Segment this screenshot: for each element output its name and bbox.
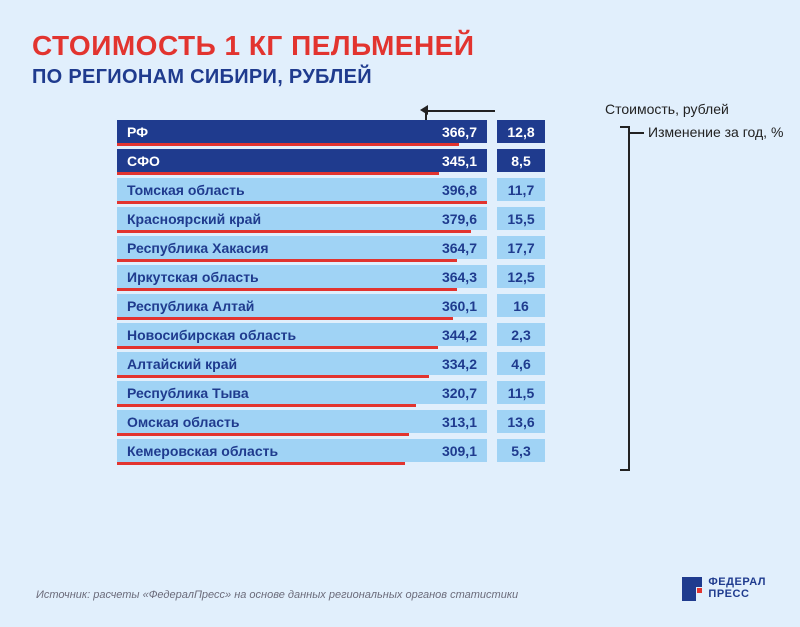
table-row: СФО 345,1 8,5 [117, 149, 612, 172]
logo-line2: ПРЕСС [708, 589, 766, 601]
bar-underline [117, 375, 429, 378]
region-label: Томская область [127, 182, 245, 198]
bar-underline [117, 346, 438, 349]
cost-value: 334,2 [442, 356, 477, 372]
change-cell: 2,3 [497, 323, 545, 346]
cost-cell: Красноярский край 379,6 [117, 207, 487, 230]
region-label: Республика Алтай [127, 298, 254, 314]
cost-cell: Томская область 396,8 [117, 178, 487, 201]
change-cell: 16 [497, 294, 545, 317]
table-row: Новосибирская область 344,2 2,3 [117, 323, 612, 346]
cost-cell: РФ 366,7 [117, 120, 487, 143]
region-label: РФ [127, 124, 148, 140]
bar-underline [117, 404, 416, 407]
table-row: Томская область 396,8 11,7 [117, 178, 612, 201]
table-row: Кемеровская область 309,1 5,3 [117, 439, 612, 462]
page-subtitle: ПО РЕГИОНАМ СИБИРИ, РУБЛЕЙ [32, 66, 768, 89]
region-label: СФО [127, 153, 160, 169]
cost-value: 313,1 [442, 414, 477, 430]
logo-icon [682, 577, 702, 601]
region-label: Омская область [127, 414, 239, 430]
cost-cell: Омская область 313,1 [117, 410, 487, 433]
table-row: Красноярский край 379,6 15,5 [117, 207, 612, 230]
cost-cell: Иркутская область 364,3 [117, 265, 487, 288]
table-row: Республика Алтай 360,1 16 [117, 294, 612, 317]
region-label: Республика Тыва [127, 385, 249, 401]
chart: РФ 366,7 12,8 СФО 345,1 8,5 Томская область 396… [117, 120, 612, 468]
bar-underline [117, 433, 409, 436]
legend-change-label: Изменение за год, % [648, 124, 783, 140]
cost-value: 345,1 [442, 153, 477, 169]
cost-value: 364,7 [442, 240, 477, 256]
cost-value: 366,7 [442, 124, 477, 140]
change-cell: 11,5 [497, 381, 545, 404]
table-row: Омская область 313,1 13,6 [117, 410, 612, 433]
change-cell: 12,8 [497, 120, 545, 143]
table-row: Республика Тыва 320,7 11,5 [117, 381, 612, 404]
legend-cost-label: Стоимость, рублей [605, 101, 729, 117]
bar-underline [117, 259, 457, 262]
cost-cell: Кемеровская область 309,1 [117, 439, 487, 462]
cost-value: 364,3 [442, 269, 477, 285]
region-label: Новосибирская область [127, 327, 296, 343]
change-cell: 15,5 [497, 207, 545, 230]
cost-cell: СФО 345,1 [117, 149, 487, 172]
region-label: Алтайский край [127, 356, 237, 372]
region-label: Красноярский край [127, 211, 261, 227]
bar-underline [117, 201, 487, 204]
table-row: Республика Хакасия 364,7 17,7 [117, 236, 612, 259]
change-cell: 4,6 [497, 352, 545, 375]
change-cell: 17,7 [497, 236, 545, 259]
bar-underline [117, 288, 457, 291]
bar-underline [117, 462, 405, 465]
cost-cell: Новосибирская область 344,2 [117, 323, 487, 346]
cost-cell: Республика Алтай 360,1 [117, 294, 487, 317]
cost-cell: Алтайский край 334,2 [117, 352, 487, 375]
logo: ФЕДЕРАЛ ПРЕСС [682, 577, 766, 601]
region-label: Республика Хакасия [127, 240, 269, 256]
bar-underline [117, 230, 471, 233]
table-row: Алтайский край 334,2 4,6 [117, 352, 612, 375]
change-cell: 13,6 [497, 410, 545, 433]
cost-cell: Республика Хакасия 364,7 [117, 236, 487, 259]
cost-value: 396,8 [442, 182, 477, 198]
bar-underline [117, 143, 459, 146]
cost-value: 309,1 [442, 443, 477, 459]
cost-value: 344,2 [442, 327, 477, 343]
bar-underline [117, 172, 439, 175]
cost-value: 320,7 [442, 385, 477, 401]
change-cell: 12,5 [497, 265, 545, 288]
page-title: СТОИМОСТЬ 1 КГ ПЕЛЬМЕНЕЙ [32, 30, 768, 62]
region-label: Кемеровская область [127, 443, 278, 459]
cost-value: 360,1 [442, 298, 477, 314]
cost-cell: Республика Тыва 320,7 [117, 381, 487, 404]
table-row: РФ 366,7 12,8 [117, 120, 612, 143]
source-text: Источник: расчеты «ФедералПресс» на осно… [36, 589, 518, 601]
bar-underline [117, 317, 453, 320]
change-cell: 11,7 [497, 178, 545, 201]
table-row: Иркутская область 364,3 12,5 [117, 265, 612, 288]
cost-value: 379,6 [442, 211, 477, 227]
change-cell: 8,5 [497, 149, 545, 172]
region-label: Иркутская область [127, 269, 259, 285]
change-cell: 5,3 [497, 439, 545, 462]
